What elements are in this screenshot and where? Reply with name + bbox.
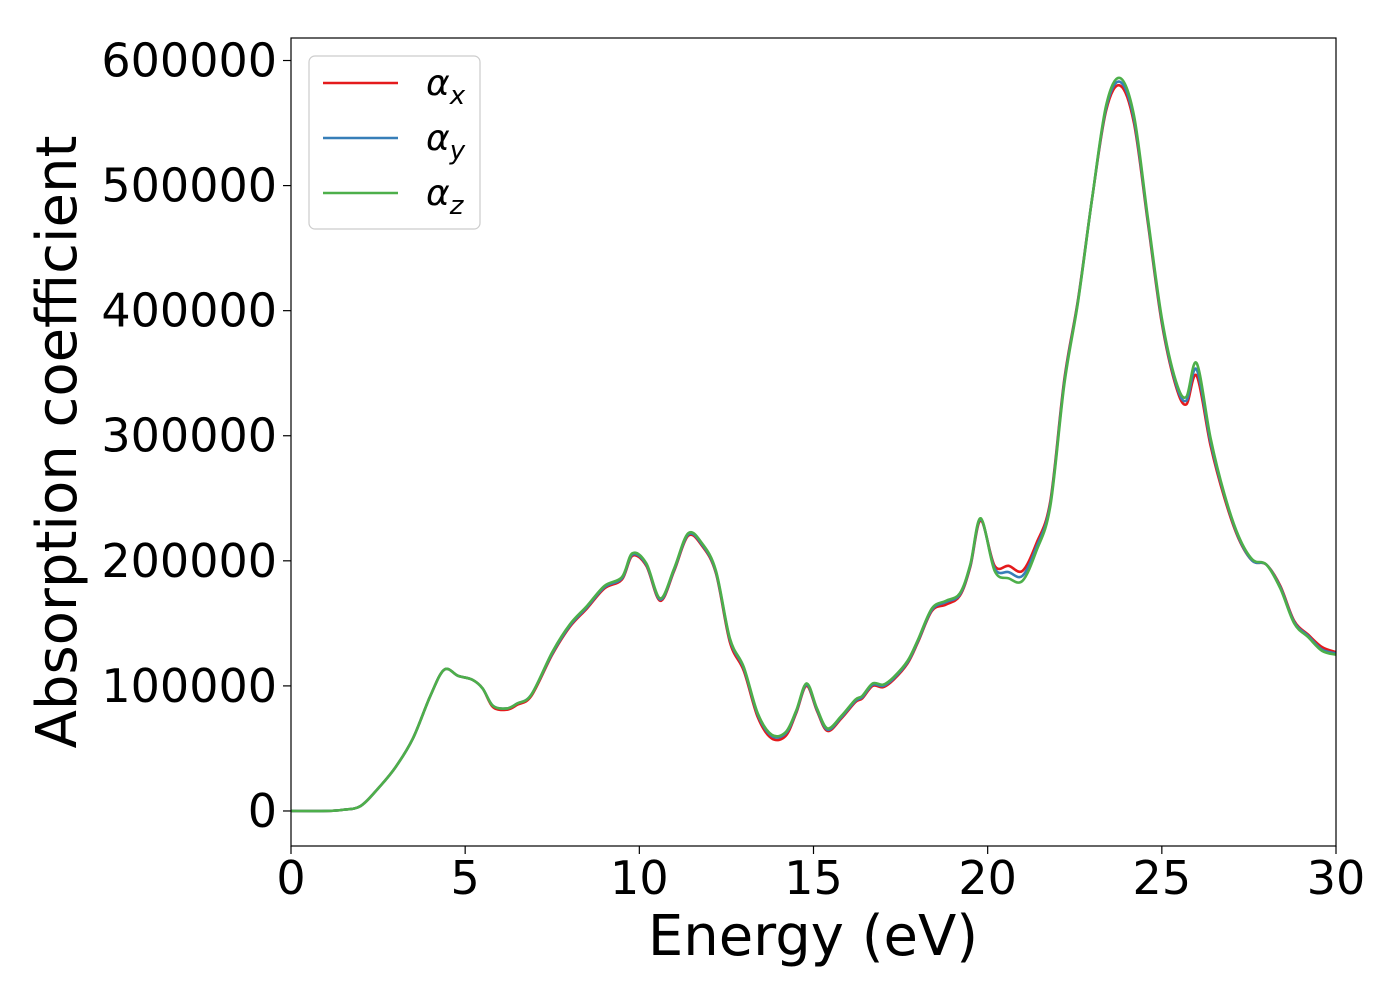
x-axis-ticks: 0 5 10 15 20 25 30	[276, 846, 1365, 905]
y-axis-ticks: 0 100000 200000 300000 400000 500000 600000	[101, 34, 291, 838]
x-tick-label: 20	[958, 851, 1017, 905]
y-axis-label: Absorption coefficient	[25, 136, 90, 749]
legend-label: αy	[426, 118, 466, 166]
x-tick-label: 25	[1133, 851, 1192, 905]
y-tick-label: 200000	[101, 534, 277, 588]
plot-frame	[290, 37, 1337, 847]
legend-box	[308, 55, 481, 230]
y-tick-label: 300000	[101, 409, 277, 463]
y-tick-label: 600000	[101, 34, 277, 88]
y-tick-label: 0	[248, 784, 277, 838]
series-lines	[290, 76, 1337, 813]
x-tick-label: 15	[784, 851, 843, 905]
x-tick-label: 5	[451, 851, 480, 905]
legend: αx αy αz	[308, 55, 481, 230]
y-tick-label: 400000	[101, 284, 277, 338]
series-alpha-z-line	[290, 76, 1337, 813]
y-tick-label: 500000	[101, 159, 277, 213]
y-tick-label: 100000	[101, 659, 277, 713]
x-tick-label: 30	[1307, 851, 1366, 905]
x-axis-label: Energy (eV)	[648, 904, 978, 969]
legend-label: αx	[426, 63, 466, 111]
x-tick-label: 10	[610, 851, 669, 905]
legend-label: αz	[426, 173, 465, 221]
x-tick-label: 0	[276, 851, 305, 905]
